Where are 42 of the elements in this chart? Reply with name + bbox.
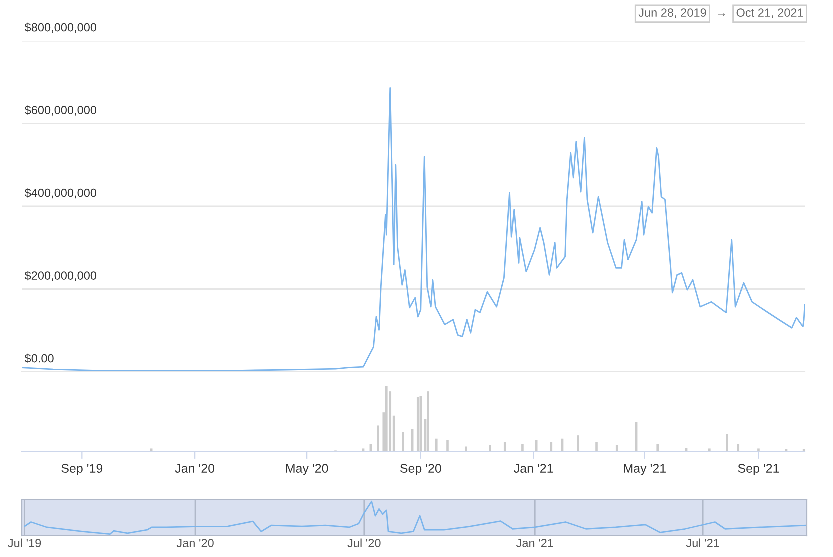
bar xyxy=(550,442,553,452)
x-tick-label: Jul '21 xyxy=(686,538,720,548)
y-tick-label: $400,000,000 xyxy=(24,188,97,199)
x-tick-label: Jan '21 xyxy=(516,539,554,548)
x-tick-label: Jan '20 xyxy=(176,539,214,548)
bar xyxy=(737,444,740,452)
bar xyxy=(446,440,449,452)
bar xyxy=(377,426,380,452)
y-tick-label: $0.00 xyxy=(24,354,54,364)
bar xyxy=(708,448,711,452)
x-tick-label: Jul '19 xyxy=(8,538,42,548)
bar xyxy=(435,438,438,452)
bar xyxy=(535,440,538,452)
x-tick-label: Sep '19 xyxy=(62,464,103,476)
text: → xyxy=(718,14,726,16)
x-tick-label: Jan '20 xyxy=(175,464,215,473)
text: Oct 21, 2021 xyxy=(736,8,804,18)
bar xyxy=(465,446,468,452)
bar xyxy=(427,392,430,452)
bar xyxy=(416,397,420,452)
y-tick-label: $800,000,000 xyxy=(24,22,97,34)
y-tick-label: $600,000,000 xyxy=(24,106,97,116)
bar xyxy=(402,432,404,452)
bar xyxy=(504,442,506,452)
bar xyxy=(758,448,760,452)
bar xyxy=(596,442,598,452)
bar xyxy=(616,445,618,452)
bar xyxy=(577,436,580,452)
bar xyxy=(726,434,728,452)
x-tick-label: Sep '20 xyxy=(400,464,442,476)
x-tick-label: May '20 xyxy=(286,464,328,476)
x-tick-label: Jan '21 xyxy=(514,464,554,473)
text: Jun 28, 2019 xyxy=(638,8,706,18)
bar xyxy=(522,444,524,452)
bar xyxy=(386,386,388,452)
x-tick-label: Sep '21 xyxy=(738,464,780,476)
y-tick-label: $200,000,000 xyxy=(24,271,97,282)
bar xyxy=(656,444,659,452)
bar xyxy=(420,396,422,452)
x-tick-label: May '21 xyxy=(624,464,666,476)
x-tick-label: Jul '20 xyxy=(348,538,381,548)
bar xyxy=(489,445,492,452)
